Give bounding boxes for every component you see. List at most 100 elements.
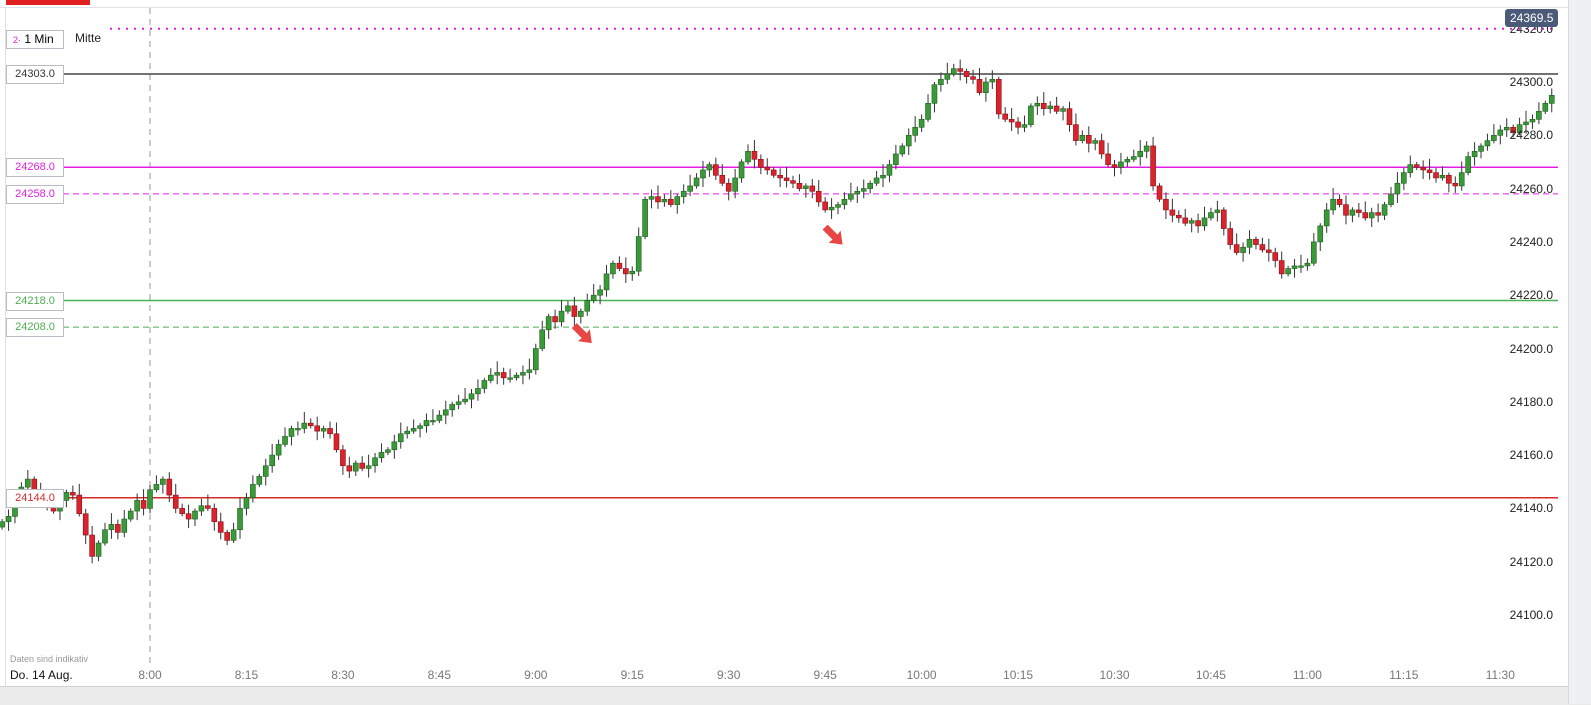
candle-up <box>1311 241 1317 264</box>
candle-up <box>95 542 102 557</box>
price-tick-label: 24280.0 <box>1509 128 1553 143</box>
candle-up <box>1034 103 1041 107</box>
level-label[interactable]: 24258.0 <box>6 184 64 204</box>
candle-up <box>912 127 918 136</box>
candle-up <box>1497 129 1504 136</box>
candle-down <box>211 508 218 523</box>
candle-down <box>1362 212 1369 219</box>
candle-up <box>674 196 681 205</box>
time-tick-label: 10:00 <box>906 668 937 682</box>
level-label[interactable]: 24218.0 <box>6 291 64 311</box>
candle-up <box>1471 150 1478 157</box>
candle-down <box>1066 108 1073 125</box>
candle-up <box>372 457 378 467</box>
candle-up <box>745 150 751 163</box>
candle-down <box>1150 145 1156 187</box>
candle-up <box>121 518 128 533</box>
candle-up <box>1092 140 1099 144</box>
candle-up <box>147 489 153 509</box>
candle-down <box>1413 164 1420 168</box>
candle-up <box>893 153 899 165</box>
candle-down <box>719 174 726 184</box>
candle-down <box>571 305 578 317</box>
candle-up <box>507 377 513 380</box>
level-label[interactable]: 24208.0 <box>6 318 64 338</box>
candle-up <box>1317 225 1324 243</box>
candle-down <box>1266 249 1272 253</box>
price-tick-label: 24260.0 <box>1509 181 1553 196</box>
candle-up <box>301 422 308 429</box>
candle-up <box>732 177 738 192</box>
candle-up <box>1118 161 1124 168</box>
candle-down <box>758 158 764 168</box>
candle-up <box>494 372 501 376</box>
candle-down <box>1510 127 1516 133</box>
interval-selector[interactable]: 2· 1 Min <box>6 30 64 49</box>
chart-panel[interactable] <box>0 0 1569 686</box>
level-label[interactable]: 24144.0 <box>6 488 64 508</box>
candle-down <box>327 428 333 435</box>
candle-up <box>848 193 854 200</box>
time-tick-label: 10:45 <box>1195 668 1226 682</box>
candle-up <box>1137 150 1144 157</box>
candle-up <box>404 430 411 435</box>
candle-up <box>738 161 745 179</box>
candle-up <box>629 270 636 275</box>
candle-up <box>1401 172 1407 184</box>
candle-up <box>539 329 546 349</box>
candle-down <box>1420 166 1426 171</box>
candle-up <box>526 369 533 373</box>
candle-up <box>1523 121 1529 125</box>
candle-up <box>397 433 404 443</box>
candle-down <box>552 316 558 323</box>
candle-down <box>957 68 963 72</box>
candle-up <box>1381 204 1388 216</box>
candle-up <box>584 300 591 312</box>
candle-up <box>680 190 687 197</box>
candle-up <box>513 374 520 379</box>
price-tick-label: 24300.0 <box>1509 75 1553 89</box>
level-label[interactable]: 24268.0 <box>6 158 64 178</box>
candle-down <box>307 422 314 427</box>
candle-up <box>269 454 275 467</box>
bottom-scrollbar[interactable] <box>0 686 1568 705</box>
candle-down <box>796 182 803 189</box>
candle-down <box>790 180 796 184</box>
candle-down <box>115 524 121 533</box>
candle-down <box>725 182 732 192</box>
time-tick-label: 10:30 <box>1099 668 1130 682</box>
candle-up <box>545 316 552 331</box>
candle-up <box>449 404 456 411</box>
time-tick-label: 8:00 <box>138 668 162 682</box>
candle-down <box>1015 121 1021 128</box>
candle-down <box>70 492 76 496</box>
candle-up <box>983 81 989 93</box>
time-tick-label: 11:30 <box>1485 668 1515 682</box>
candle-down <box>359 462 365 469</box>
candle-up <box>1124 158 1131 163</box>
candle-down <box>1098 140 1105 155</box>
candle-down <box>179 508 185 515</box>
candle-up <box>127 510 134 520</box>
candlestick-chart[interactable] <box>0 0 1568 686</box>
candle-up <box>558 310 565 323</box>
level-label[interactable]: 24303.0 <box>6 65 64 84</box>
candle-up <box>1028 105 1034 125</box>
candle-down <box>346 465 353 472</box>
candle-down <box>783 177 790 181</box>
candle-down <box>616 262 623 269</box>
candle-up <box>828 206 835 211</box>
candle-up <box>1407 164 1414 173</box>
candle-down <box>1278 260 1285 275</box>
candle-up <box>1246 238 1253 248</box>
candle-up <box>899 145 906 155</box>
signal-arrow-icon <box>822 224 843 245</box>
candle-down <box>1375 212 1381 216</box>
candle-down <box>623 268 629 275</box>
candle-down <box>76 494 83 515</box>
candle-down <box>217 521 224 533</box>
candle-up <box>436 414 443 421</box>
candle-up <box>1060 108 1066 112</box>
right-scrollbar[interactable] <box>1568 0 1591 704</box>
candle-up <box>590 294 597 301</box>
